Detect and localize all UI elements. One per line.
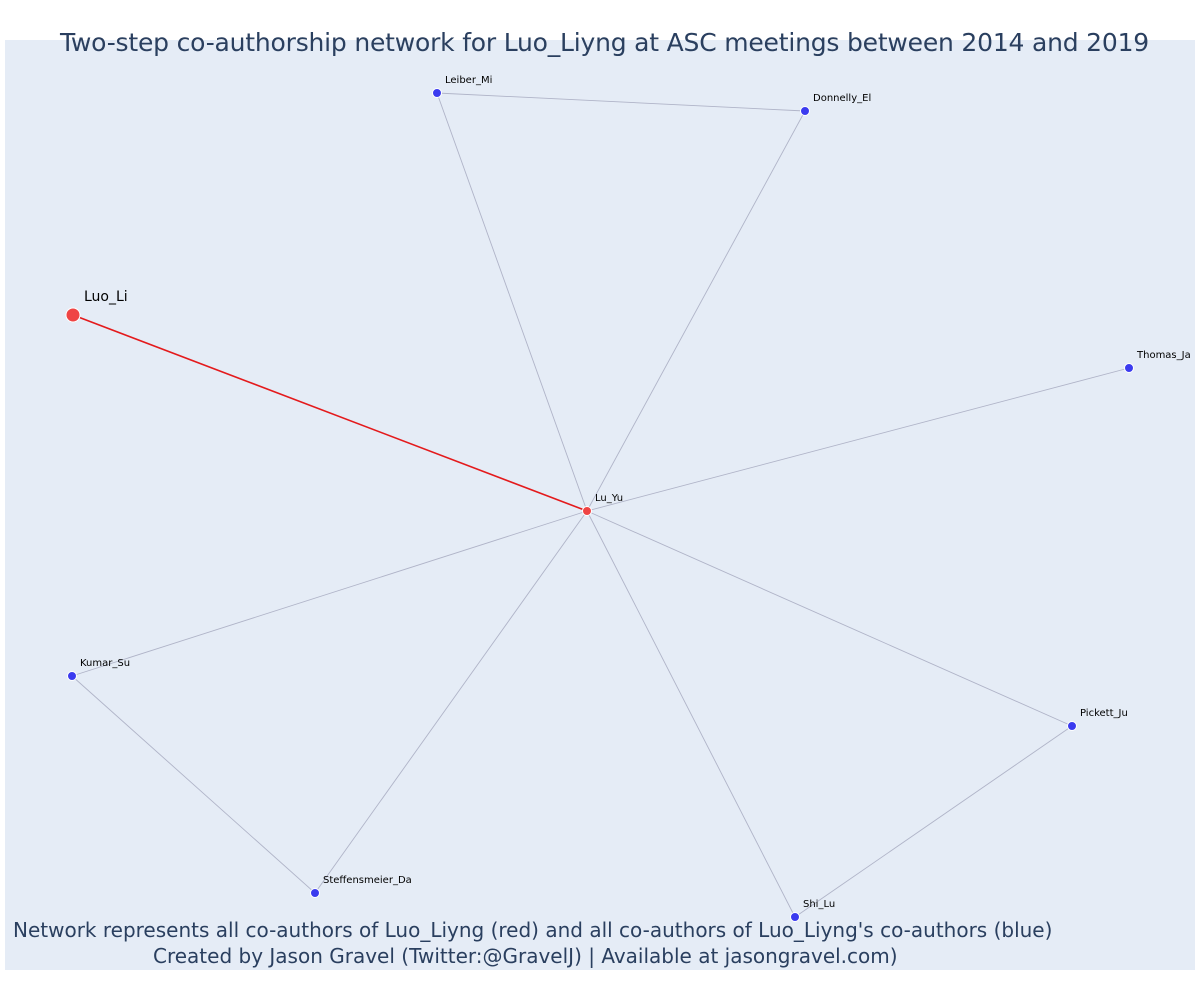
node-thomas_ja[interactable]	[1124, 363, 1134, 373]
node-label-shi_lu: Shi_Lu	[803, 899, 835, 910]
node-donnelly_el[interactable]	[800, 106, 810, 116]
node-label-pickett_ju: Pickett_Ju	[1080, 708, 1128, 719]
node-label-luo_li: Luo_Li	[84, 289, 128, 305]
edge-lu_yu-donnelly_el	[586, 110, 806, 512]
edge-lu_yu-pickett_ju	[586, 510, 1073, 727]
edges-layer	[71, 92, 1130, 918]
edge-lu_yu-shi_lu	[586, 510, 796, 918]
edge-leiber_mi-donnelly_el	[436, 92, 806, 112]
edge-lu_yu-thomas_ja	[586, 367, 1130, 512]
chart-title: Two-step co-authorship network for Luo_L…	[60, 28, 1149, 57]
edge-lu_yu-steffensmeier_da	[314, 510, 588, 894]
node-luo_li[interactable]	[65, 307, 81, 323]
node-lu_yu[interactable]	[582, 506, 592, 516]
node-leiber_mi[interactable]	[432, 88, 442, 98]
edge-lu_yu-kumar_su	[71, 510, 588, 677]
edge-lu_yu-leiber_mi	[436, 92, 588, 512]
node-label-kumar_su: Kumar_Su	[80, 658, 130, 669]
labels-layer: Luo_Li Lu_Yu Leiber_Mi Donnelly_El Thomas_Ja…	[80, 75, 1191, 910]
caption-description: Network represents all co-authors of Luo…	[13, 918, 1053, 942]
edge-shi_lu-pickett_ju	[794, 725, 1073, 918]
nodes-layer	[65, 88, 1134, 922]
node-label-steffensmeier_da: Steffensmeier_Da	[323, 875, 412, 886]
node-label-lu_yu: Lu_Yu	[595, 493, 623, 504]
node-label-leiber_mi: Leiber_Mi	[445, 75, 492, 86]
node-label-thomas_ja: Thomas_Ja	[1136, 350, 1191, 361]
node-pickett_ju[interactable]	[1067, 721, 1077, 731]
edge-luo_li-lu_yu	[72, 314, 588, 512]
edge-kumar_su-steffensmeier_da	[71, 675, 316, 894]
node-label-donnelly_el: Donnelly_El	[813, 93, 871, 104]
node-kumar_su[interactable]	[67, 671, 77, 681]
node-steffensmeier_da[interactable]	[310, 888, 320, 898]
node-shi_lu[interactable]	[790, 912, 800, 922]
caption-credit: Created by Jason Gravel (Twitter:@Gravel…	[153, 944, 898, 968]
plot-area	[5, 40, 1195, 970]
